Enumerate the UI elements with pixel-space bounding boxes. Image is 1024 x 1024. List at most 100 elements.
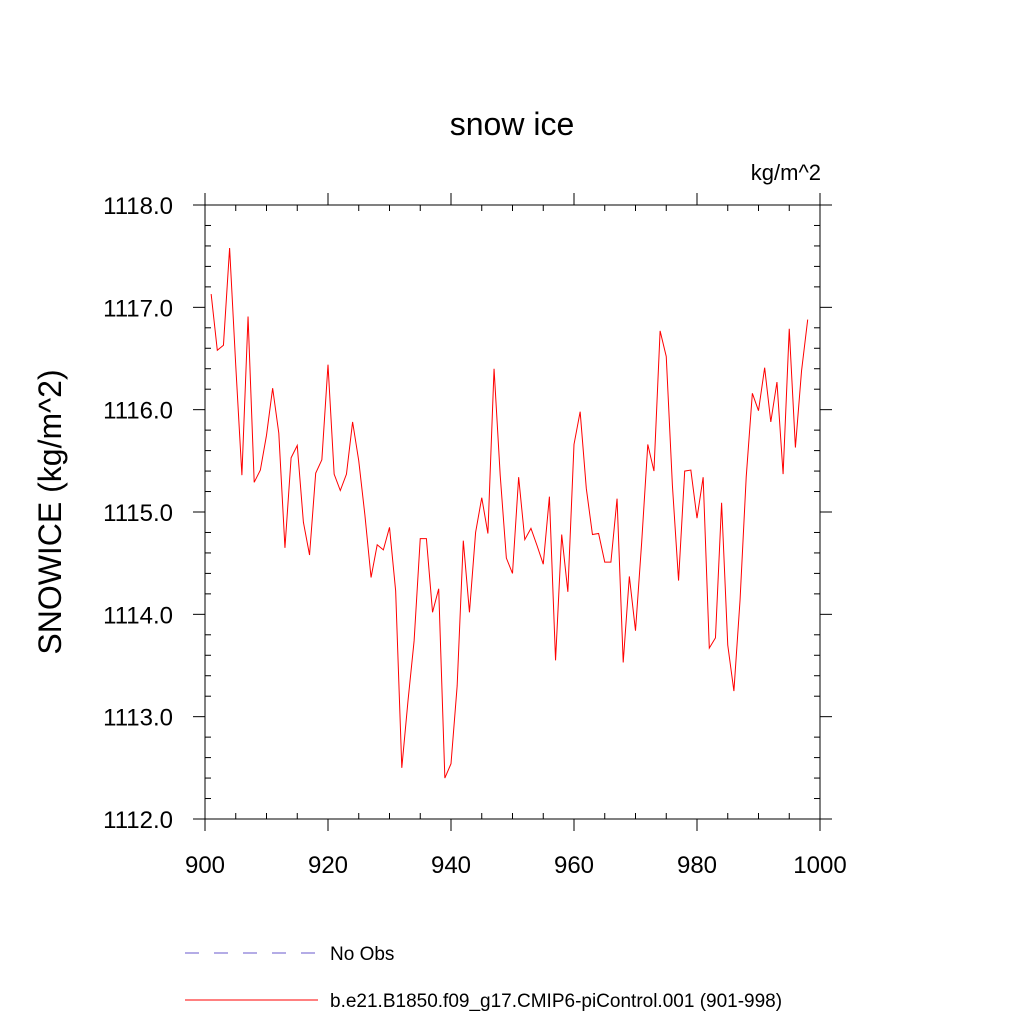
data-point-950 bbox=[512, 572, 514, 574]
data-points bbox=[210, 247, 809, 779]
data-point-935 bbox=[419, 538, 421, 540]
data-point-956 bbox=[548, 496, 550, 498]
data-point-913 bbox=[284, 547, 286, 549]
data-point-919 bbox=[321, 459, 323, 461]
axis-ticks bbox=[193, 193, 832, 831]
data-point-933 bbox=[407, 700, 409, 702]
data-point-952 bbox=[524, 539, 526, 541]
data-point-960 bbox=[573, 443, 575, 445]
data-point-986 bbox=[733, 690, 735, 692]
data-point-977 bbox=[678, 580, 680, 582]
data-point-984 bbox=[721, 502, 723, 504]
data-point-931 bbox=[395, 590, 397, 592]
data-point-918 bbox=[315, 472, 317, 474]
x-tick-label: 940 bbox=[431, 852, 471, 879]
data-point-991 bbox=[764, 367, 766, 369]
data-point-966 bbox=[610, 561, 612, 563]
data-point-963 bbox=[591, 534, 593, 536]
data-point-954 bbox=[536, 545, 538, 547]
data-point-985 bbox=[727, 644, 729, 646]
x-tick-label: 1000 bbox=[793, 852, 846, 879]
data-point-917 bbox=[309, 554, 311, 556]
y-tick-label: 1115.0 bbox=[103, 500, 173, 527]
y-tick-labels: 1112.0 1113.0 1114.0 1115.0 1116.0 1117.0 1118… bbox=[103, 193, 173, 834]
data-point-975 bbox=[665, 355, 667, 357]
data-point-923 bbox=[345, 473, 347, 475]
y-tick-label: 1118.0 bbox=[103, 193, 173, 220]
data-point-925 bbox=[358, 460, 360, 462]
data-point-939 bbox=[444, 777, 446, 779]
data-point-938 bbox=[438, 588, 440, 590]
y-axis-label: SNOWICE (kg/m^2) bbox=[32, 369, 68, 654]
data-point-928 bbox=[376, 544, 378, 546]
data-point-958 bbox=[561, 534, 563, 536]
data-point-957 bbox=[555, 659, 557, 661]
data-point-920 bbox=[327, 364, 329, 366]
data-point-970 bbox=[635, 630, 637, 632]
data-point-989 bbox=[751, 392, 753, 394]
data-point-949 bbox=[505, 557, 507, 559]
legend-label-picontrol: b.e21.B1850.f09_g17.CMIP6-piControl.001 … bbox=[330, 991, 782, 1012]
data-point-971 bbox=[641, 542, 643, 544]
data-point-994 bbox=[782, 473, 784, 475]
data-point-983 bbox=[714, 637, 716, 639]
data-point-980 bbox=[696, 517, 698, 519]
y-tick-label: 1114.0 bbox=[103, 602, 173, 629]
units-label: kg/m^2 bbox=[751, 160, 821, 185]
data-point-968 bbox=[622, 661, 624, 663]
data-point-904 bbox=[229, 247, 231, 249]
data-point-988 bbox=[745, 476, 747, 478]
chart-title: snow ice bbox=[450, 106, 575, 142]
data-point-921 bbox=[333, 473, 335, 475]
x-tick-label: 900 bbox=[185, 852, 225, 879]
data-point-987 bbox=[739, 599, 741, 601]
data-point-936 bbox=[425, 538, 427, 540]
data-point-961 bbox=[579, 411, 581, 413]
data-point-996 bbox=[794, 447, 796, 449]
series-line-picontrol bbox=[210, 247, 809, 779]
data-point-942 bbox=[462, 540, 464, 542]
data-point-914 bbox=[290, 457, 292, 459]
data-point-951 bbox=[518, 476, 520, 478]
data-point-944 bbox=[475, 531, 477, 533]
data-point-979 bbox=[690, 469, 692, 471]
data-point-926 bbox=[364, 514, 366, 516]
legend-label-no-obs: No Obs bbox=[330, 944, 394, 965]
data-point-911 bbox=[272, 387, 274, 389]
data-point-959 bbox=[567, 591, 569, 593]
data-point-922 bbox=[339, 490, 341, 492]
data-point-982 bbox=[708, 647, 710, 649]
data-point-932 bbox=[401, 767, 403, 769]
data-point-906 bbox=[241, 474, 243, 476]
data-point-937 bbox=[432, 611, 434, 613]
data-point-905 bbox=[235, 365, 237, 367]
data-point-943 bbox=[468, 611, 470, 613]
data-point-972 bbox=[647, 443, 649, 445]
data-point-992 bbox=[770, 421, 772, 423]
data-point-962 bbox=[585, 487, 587, 489]
data-point-907 bbox=[247, 316, 249, 318]
x-tick-label: 980 bbox=[677, 852, 717, 879]
data-point-978 bbox=[684, 470, 686, 472]
data-point-965 bbox=[604, 561, 606, 563]
data-point-976 bbox=[671, 484, 673, 486]
data-point-981 bbox=[702, 476, 704, 478]
data-point-946 bbox=[487, 532, 489, 534]
plot-frame bbox=[204, 204, 821, 820]
data-point-974 bbox=[659, 330, 661, 332]
data-point-929 bbox=[382, 549, 384, 551]
data-point-995 bbox=[788, 328, 790, 330]
data-point-973 bbox=[653, 470, 655, 472]
data-point-948 bbox=[499, 474, 501, 476]
data-point-964 bbox=[598, 532, 600, 534]
data-point-908 bbox=[253, 481, 255, 483]
data-point-910 bbox=[266, 434, 268, 436]
y-tick-label: 1113.0 bbox=[103, 705, 173, 732]
data-point-902 bbox=[216, 349, 218, 351]
data-point-969 bbox=[628, 575, 630, 577]
data-point-916 bbox=[302, 521, 304, 523]
data-point-909 bbox=[259, 469, 261, 471]
data-point-901 bbox=[210, 293, 212, 295]
y-tick-label: 1116.0 bbox=[103, 398, 173, 425]
